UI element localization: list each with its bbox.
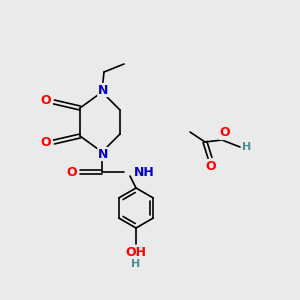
Text: O: O (67, 166, 77, 178)
Text: O: O (206, 160, 216, 172)
Text: O: O (41, 94, 51, 107)
Text: H: H (131, 259, 141, 269)
Text: H: H (242, 142, 252, 152)
Text: O: O (220, 127, 230, 140)
Text: N: N (98, 148, 108, 160)
Text: O: O (41, 136, 51, 149)
Text: NH: NH (134, 166, 155, 178)
Text: N: N (98, 83, 108, 97)
Text: OH: OH (125, 247, 146, 260)
